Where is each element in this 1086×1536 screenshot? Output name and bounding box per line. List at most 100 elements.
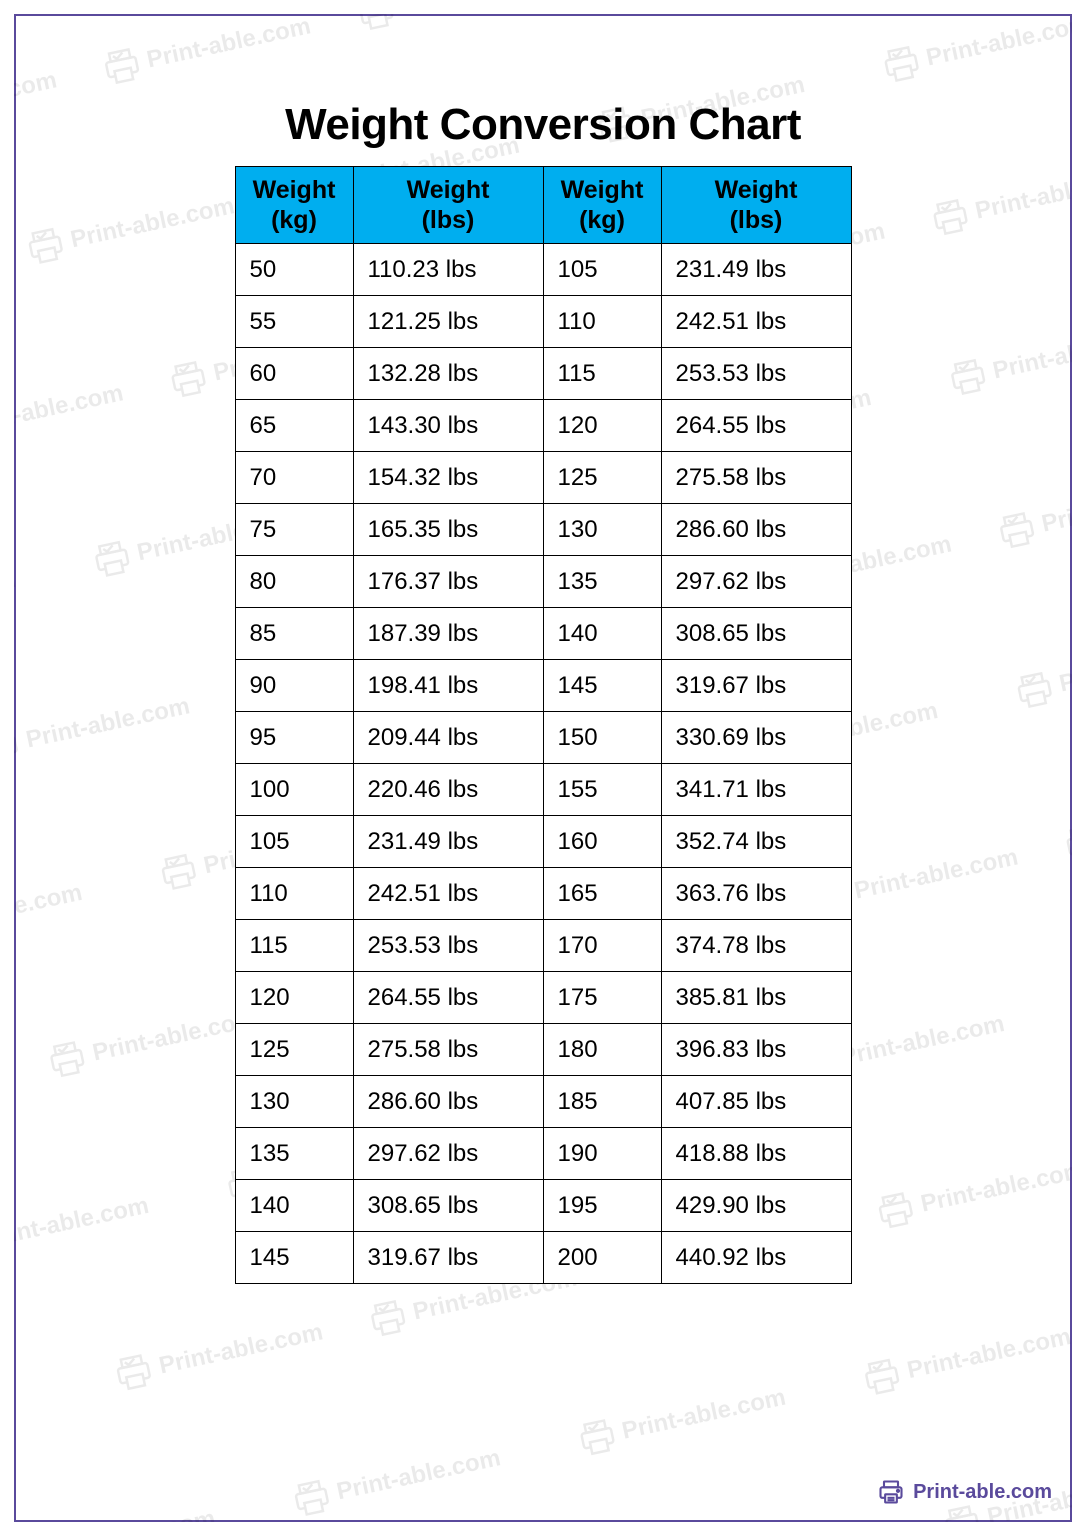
table-cell: 150 xyxy=(543,712,661,764)
table-row: 145319.67 lbs200440.92 lbs xyxy=(235,1232,851,1284)
table-cell: 231.49 lbs xyxy=(661,244,851,296)
table-cell: 70 xyxy=(235,452,353,504)
table-cell: 125 xyxy=(235,1024,353,1076)
table-cell: 121.25 lbs xyxy=(353,296,543,348)
table-row: 95209.44 lbs150330.69 lbs xyxy=(235,712,851,764)
table-row: 125275.58 lbs180396.83 lbs xyxy=(235,1024,851,1076)
table-cell: 180 xyxy=(543,1024,661,1076)
table-row: 130286.60 lbs185407.85 lbs xyxy=(235,1076,851,1128)
table-cell: 130 xyxy=(235,1076,353,1128)
table-cell: 170 xyxy=(543,920,661,972)
table-cell: 440.92 lbs xyxy=(661,1232,851,1284)
table-row: 75165.35 lbs130286.60 lbs xyxy=(235,504,851,556)
table-row: 100220.46 lbs155341.71 lbs xyxy=(235,764,851,816)
table-row: 65143.30 lbs120264.55 lbs xyxy=(235,400,851,452)
table-cell: 286.60 lbs xyxy=(661,504,851,556)
table-cell: 330.69 lbs xyxy=(661,712,851,764)
table-cell: 110.23 lbs xyxy=(353,244,543,296)
table-cell: 100 xyxy=(235,764,353,816)
table-cell: 132.28 lbs xyxy=(353,348,543,400)
table-cell: 385.81 lbs xyxy=(661,972,851,1024)
table-cell: 135 xyxy=(235,1128,353,1180)
table-cell: 220.46 lbs xyxy=(353,764,543,816)
table-cell: 396.83 lbs xyxy=(661,1024,851,1076)
col-header-lbs-2: Weight(lbs) xyxy=(661,167,851,244)
table-cell: 65 xyxy=(235,400,353,452)
table-row: 105231.49 lbs160352.74 lbs xyxy=(235,816,851,868)
table-header-row: Weight(kg) Weight(lbs) Weight(kg) Weight… xyxy=(235,167,851,244)
table-cell: 155 xyxy=(543,764,661,816)
table-cell: 308.65 lbs xyxy=(353,1180,543,1232)
table-cell: 90 xyxy=(235,660,353,712)
table-cell: 231.49 lbs xyxy=(353,816,543,868)
table-cell: 264.55 lbs xyxy=(661,400,851,452)
table-cell: 160 xyxy=(543,816,661,868)
col-header-kg-2: Weight(kg) xyxy=(543,167,661,244)
table-cell: 120 xyxy=(543,400,661,452)
table-row: 90198.41 lbs145319.67 lbs xyxy=(235,660,851,712)
table-cell: 175 xyxy=(543,972,661,1024)
table-row: 120264.55 lbs175385.81 lbs xyxy=(235,972,851,1024)
table-cell: 352.74 lbs xyxy=(661,816,851,868)
table-cell: 50 xyxy=(235,244,353,296)
brand-text: Print-able.com xyxy=(913,1481,1052,1504)
table-row: 110242.51 lbs165363.76 lbs xyxy=(235,868,851,920)
table-cell: 60 xyxy=(235,348,353,400)
table-cell: 125 xyxy=(543,452,661,504)
table-row: 55121.25 lbs110242.51 lbs xyxy=(235,296,851,348)
table-cell: 85 xyxy=(235,608,353,660)
table-row: 60132.28 lbs115253.53 lbs xyxy=(235,348,851,400)
table-cell: 115 xyxy=(235,920,353,972)
printer-icon xyxy=(877,1478,905,1506)
table-cell: 190 xyxy=(543,1128,661,1180)
table-cell: 418.88 lbs xyxy=(661,1128,851,1180)
table-row: 140308.65 lbs195429.90 lbs xyxy=(235,1180,851,1232)
table-row: 135297.62 lbs190418.88 lbs xyxy=(235,1128,851,1180)
col-header-lbs-1: Weight(lbs) xyxy=(353,167,543,244)
table-cell: 253.53 lbs xyxy=(353,920,543,972)
table-cell: 145 xyxy=(235,1232,353,1284)
table-cell: 198.41 lbs xyxy=(353,660,543,712)
conversion-table: Weight(kg) Weight(lbs) Weight(kg) Weight… xyxy=(235,166,852,1284)
table-cell: 130 xyxy=(543,504,661,556)
table-cell: 75 xyxy=(235,504,353,556)
table-cell: 120 xyxy=(235,972,353,1024)
table-cell: 176.37 lbs xyxy=(353,556,543,608)
page-title: Weight Conversion Chart xyxy=(285,100,801,150)
table-cell: 308.65 lbs xyxy=(661,608,851,660)
table-cell: 80 xyxy=(235,556,353,608)
table-cell: 319.67 lbs xyxy=(353,1232,543,1284)
table-cell: 253.53 lbs xyxy=(661,348,851,400)
table-cell: 374.78 lbs xyxy=(661,920,851,972)
table-cell: 286.60 lbs xyxy=(353,1076,543,1128)
footer-brand: Print-able.com xyxy=(877,1478,1052,1506)
table-row: 85187.39 lbs140308.65 lbs xyxy=(235,608,851,660)
table-cell: 95 xyxy=(235,712,353,764)
table-cell: 55 xyxy=(235,296,353,348)
col-header-kg-1: Weight(kg) xyxy=(235,167,353,244)
table-cell: 209.44 lbs xyxy=(353,712,543,764)
table-cell: 185 xyxy=(543,1076,661,1128)
table-cell: 242.51 lbs xyxy=(353,868,543,920)
table-row: 80176.37 lbs135297.62 lbs xyxy=(235,556,851,608)
table-cell: 341.71 lbs xyxy=(661,764,851,816)
table-cell: 363.76 lbs xyxy=(661,868,851,920)
table-cell: 319.67 lbs xyxy=(661,660,851,712)
table-cell: 143.30 lbs xyxy=(353,400,543,452)
table-row: 50110.23 lbs105231.49 lbs xyxy=(235,244,851,296)
table-cell: 140 xyxy=(543,608,661,660)
table-cell: 195 xyxy=(543,1180,661,1232)
table-cell: 187.39 lbs xyxy=(353,608,543,660)
table-cell: 140 xyxy=(235,1180,353,1232)
table-cell: 105 xyxy=(543,244,661,296)
table-row: 70154.32 lbs125275.58 lbs xyxy=(235,452,851,504)
table-cell: 145 xyxy=(543,660,661,712)
table-cell: 200 xyxy=(543,1232,661,1284)
table-cell: 264.55 lbs xyxy=(353,972,543,1024)
table-cell: 135 xyxy=(543,556,661,608)
table-cell: 154.32 lbs xyxy=(353,452,543,504)
table-row: 115253.53 lbs170374.78 lbs xyxy=(235,920,851,972)
table-cell: 407.85 lbs xyxy=(661,1076,851,1128)
table-cell: 275.58 lbs xyxy=(661,452,851,504)
content-area: Weight Conversion Chart Weight(kg) Weigh… xyxy=(0,100,1086,1284)
